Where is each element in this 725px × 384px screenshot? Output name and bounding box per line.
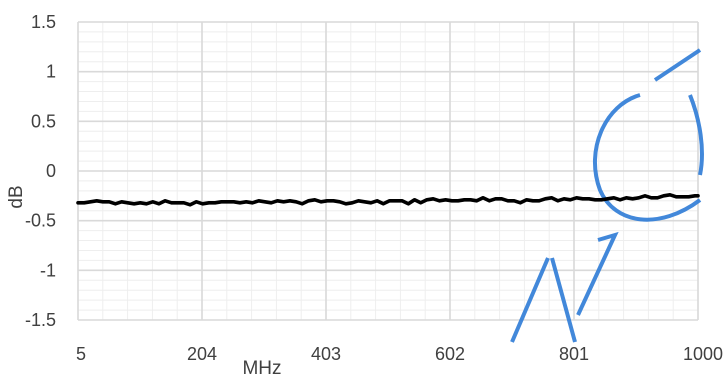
y-tick-label: -1: [40, 260, 56, 280]
x-tick-label: 204: [187, 344, 217, 364]
y-axis-ticks: 1.5 1 0.5 0 -0.5 -1 -1.5: [25, 12, 56, 330]
watermark-stroke-3: [576, 231, 619, 316]
y-tick-label: 0.5: [31, 111, 56, 131]
major-gridlines: [77, 21, 699, 321]
watermark-stroke-6: [688, 94, 704, 176]
x-tick-label: 1000: [683, 344, 723, 364]
y-axis-title: dB: [6, 185, 27, 208]
watermark-stroke-2: [550, 257, 577, 343]
series-group: [76, 193, 700, 207]
x-axis-title: MHz: [242, 358, 281, 379]
x-tick-label: 403: [311, 344, 341, 364]
y-tick-label: 1.5: [31, 12, 56, 32]
y-tick-label: 0: [46, 161, 56, 181]
y-tick-label: -0.5: [25, 211, 56, 231]
y-tick-label: -1.5: [25, 310, 56, 330]
x-tick-label: 801: [559, 344, 589, 364]
x-tick-label: 5: [76, 344, 86, 364]
x-tick-label: 602: [435, 344, 465, 364]
watermark-graphic: [510, 48, 704, 343]
watermark-stroke-4: [593, 93, 702, 222]
x-axis-ticks: 5 204 403 602 801 1000: [76, 344, 723, 364]
series-line: [76, 193, 700, 207]
y-tick-label: 1: [46, 62, 56, 82]
watermark-stroke-1: [510, 257, 550, 343]
watermark-stroke-5: [653, 48, 702, 82]
